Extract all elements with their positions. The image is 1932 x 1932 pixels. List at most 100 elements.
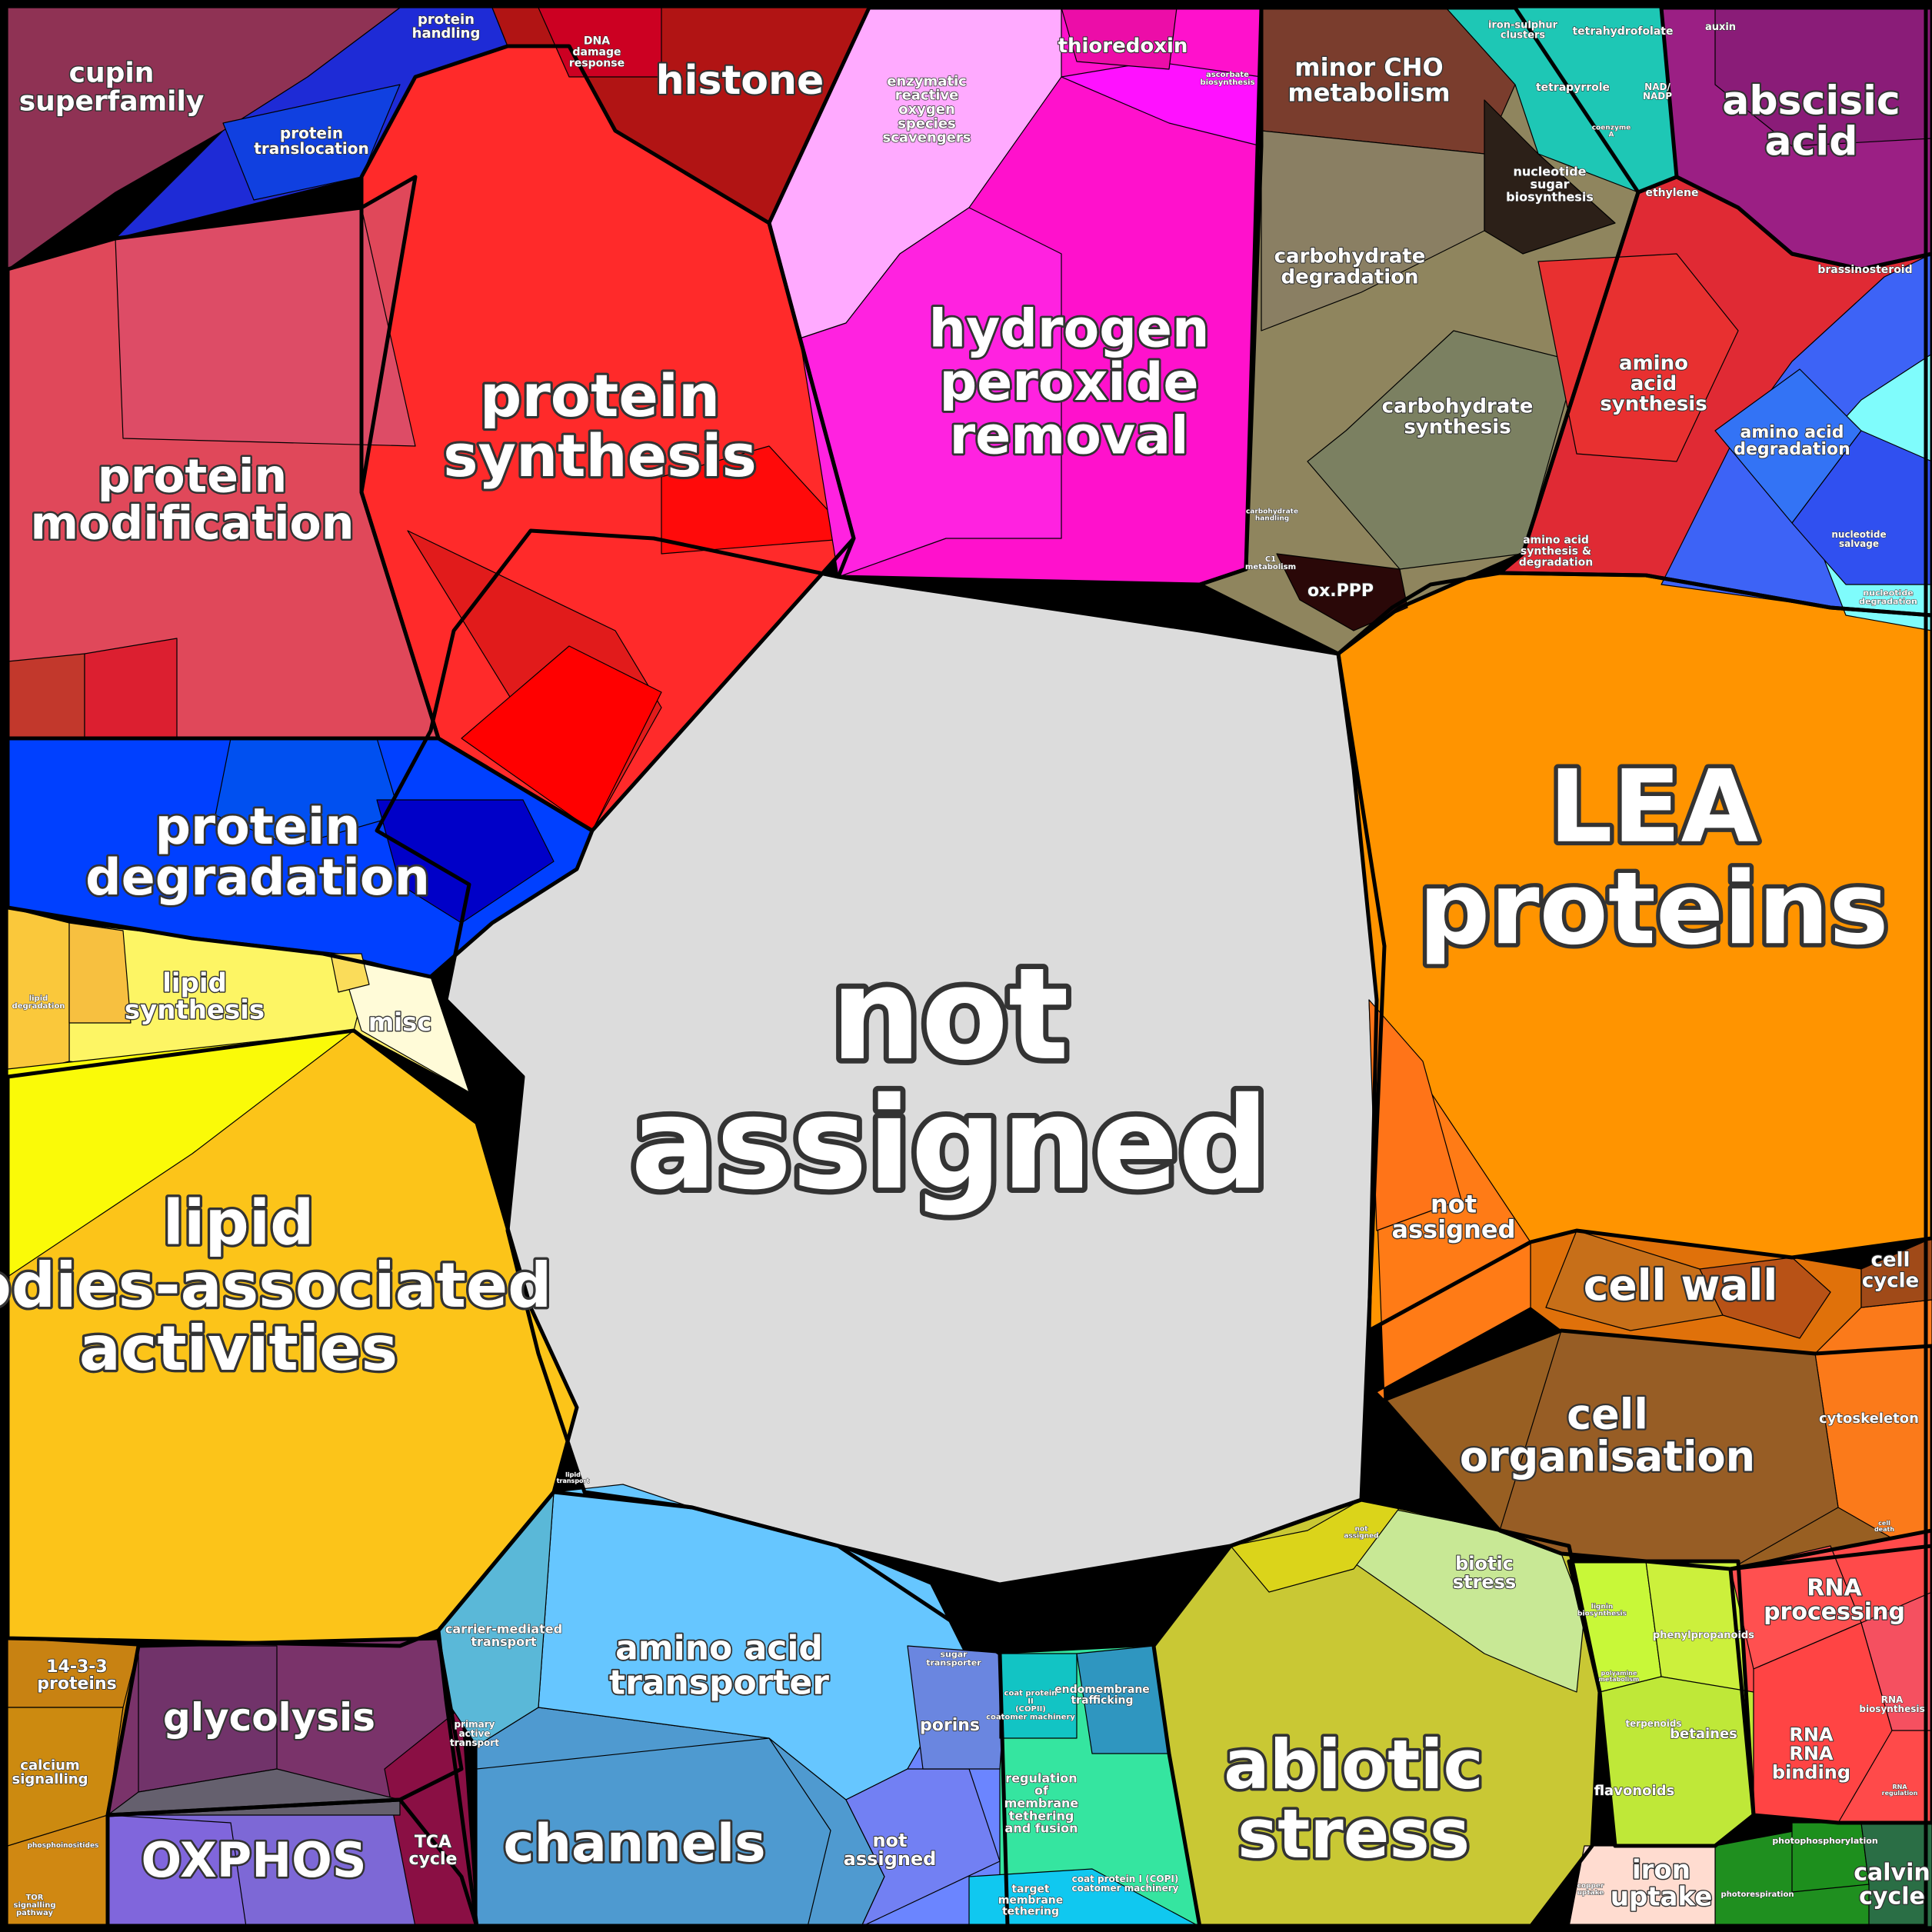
label-rna-regulation: RNA regulation [1882,1784,1918,1797]
subcell-lipid-synthesis-a [68,922,132,1024]
label-iron-sulphur: iron-sulphur clusters [1488,19,1558,41]
label-iron-uptake: iron uptake [1611,1855,1713,1913]
label-cell-organisation: cell organisation [1460,1390,1755,1481]
label-regulation-tethering: regulation of membrane tethering and fusion [1004,1770,1079,1835]
label-calvin-cycle: calvin cycle [1854,1860,1930,1910]
subcell-protein-modification-b [7,653,85,739]
border-glycolysis [105,1636,464,1817]
subcell-amino-acid-degradation-b [1791,430,1932,585]
label-misc: misc [368,1008,431,1037]
label-auxin: auxin [1705,22,1736,33]
label-carbohydrate-degradation: carbohydrate degradation [1274,245,1426,289]
subcell-transport-sugar [907,1645,1008,1770]
label-carbohydrate-handling: carbohydrate handling [1246,508,1298,522]
label-ascorbate: ascorbate biosynthesis [1200,71,1254,87]
subcell-carbohydrate-degradation [1261,130,1485,331]
label-not-assigned-main: not assigned [631,941,1269,1217]
label-cell-death: cell death [1874,1520,1894,1533]
border-protein-degradation [5,736,595,979]
subcell-secondary-c [1599,1676,1754,1847]
subcell-protein-degradation-b [376,799,555,924]
region-lipid-degradation [7,907,70,1078]
border-secondary [1567,1559,1756,1848]
label-not-assigned-lea: not assigned [1392,1190,1516,1244]
label-photophosphorylation: photophosphorylation [1772,1836,1877,1846]
label-protein-degradation: protein degradation [85,798,430,907]
region-cell-cycle [1860,1237,1932,1308]
label-protein-handling: protein handling [412,12,481,42]
label-phenylpropanoids: phenylpropanoids [1653,1630,1754,1641]
subcell-hydrogen-a [799,207,1062,578]
subcell-channels-b [845,1768,1001,1927]
label-tca-cycle: TCA cycle [409,1833,458,1869]
label-betaines: betaines [1670,1726,1737,1742]
label-14-3-3: 14-3-3 proteins [37,1657,116,1694]
label-oxphos: OXPHOS [142,1832,367,1888]
label-amino-acid-degradation: amino acid degradation [1734,423,1850,459]
label-ethylene: ethylene [1645,187,1698,199]
label-coat-protein-i: coat protein I (COPI) coatomer machinery [1072,1874,1179,1894]
label-tetrahydrofolate: tetrahydrofolate [1572,25,1673,38]
label-biotic-stress: biotic stress [1453,1553,1516,1593]
label-cytoskeleton: cytoskeleton [1819,1411,1919,1427]
label-carrier-mediated-transport: carrier-mediated transport [445,1622,562,1649]
label-hydrogen-peroxide-removal: hydrogen peroxide removal [929,299,1210,467]
label-cell-wall: cell wall [1584,1261,1777,1310]
border-rna [1728,1528,1932,1825]
label-carbohydrate-synthesis: carbohydrate synthesis [1382,395,1534,439]
label-nucleotide-salvage: nucleotide salvage [1831,529,1886,549]
label-copper-uptake: copper uptake [1577,1882,1604,1897]
label-glycolysis: glycolysis [163,1695,375,1740]
label-lipid-transport: lipid transport [557,1471,590,1484]
label-not-assigned-stress: not assigned [1344,1525,1378,1540]
label-nucleotide-sugar: nucleotide sugar biosynthesis [1506,165,1594,205]
label-sugar-transporter: sugar transporter [926,1649,981,1667]
label-rna-biosynthesis: RNA biosynthesis [1859,1694,1924,1714]
label-target-tethering: target membrane tethering [998,1884,1064,1918]
subcell-channels-a [476,1737,831,1927]
label-brassinosteroid: brassinosteroid [1817,264,1912,276]
subcell-protein-synthesis-c [461,645,662,831]
label-minor-cho: minor CHO metabolism [1287,53,1450,108]
label-rna-binding: RNA RNA binding [1772,1724,1850,1784]
label-lipid-degradation: lipid degradation [12,994,65,1011]
label-lignin: lignin biosynthesis [1577,1603,1627,1617]
label-primary-active-transport: primary active transport [450,1719,499,1748]
border-channels-block [436,1490,1010,1929]
label-c1-metabolism: C1 metabolism [1245,555,1296,571]
border-lipid-bodies [5,1028,579,1648]
label-amino-acid-synthesis: amino acid synthesis [1600,351,1707,415]
label-phosphoinositides: phosphoinositides [28,1842,99,1850]
label-endomembrane: endomembrane trafficking [1054,1684,1150,1707]
border-amino-acid [1497,175,1932,618]
label-enzymatic-ros: enzymatic reactive oxygen species scavengers [883,73,971,145]
label-coenzyme-a: coenzyme A [1592,124,1631,138]
label-lea-proteins: LEA proteins [1418,748,1888,968]
label-tor-signalling: TOR signalling pathway [14,1894,56,1917]
label-cell-cycle: cell cycle [1862,1249,1919,1293]
label-terpenoids: terpenoids [1625,1718,1681,1729]
label-channels: channels [503,1814,765,1874]
label-coat-protein-ii: coat protein II (COPII) coatomer machinery [986,1690,1075,1722]
border-carbohydrate [1198,5,1641,656]
subcell-amino-acid-synthesis [1537,253,1739,462]
label-not-assigned-transport: not assigned [844,1830,937,1870]
label-ox-ppp: ox.PPP [1307,581,1374,601]
label-abiotic-stress: abiotic stress [1224,1725,1483,1874]
label-protein-translocation: protein translocation [254,124,368,158]
label-cupin-superfamily: cupin superfamily [19,58,205,118]
label-flavonoids: flavonoids [1594,1783,1675,1799]
label-tetrapyrrole: tetrapyrrole [1536,82,1610,94]
subcell-protein-modification-c [84,638,178,739]
label-nad-nadp: NAD/NADP [1643,82,1672,102]
label-rna-processing: RNA processing [1764,1575,1905,1626]
label-histone: histone [656,58,824,104]
label-protein-synthesis: protein synthesis [443,361,756,490]
label-amino-acid-sd: amino acid synthesis & degradation [1519,535,1593,569]
label-amino-acid-transporter: amino acid transporter [609,1629,829,1703]
label-lipid-synthesis: lipid synthesis [125,968,265,1026]
label-calcium-signalling: calcium signalling [12,1757,88,1787]
subcell-protein-synthesis-b [661,445,854,555]
